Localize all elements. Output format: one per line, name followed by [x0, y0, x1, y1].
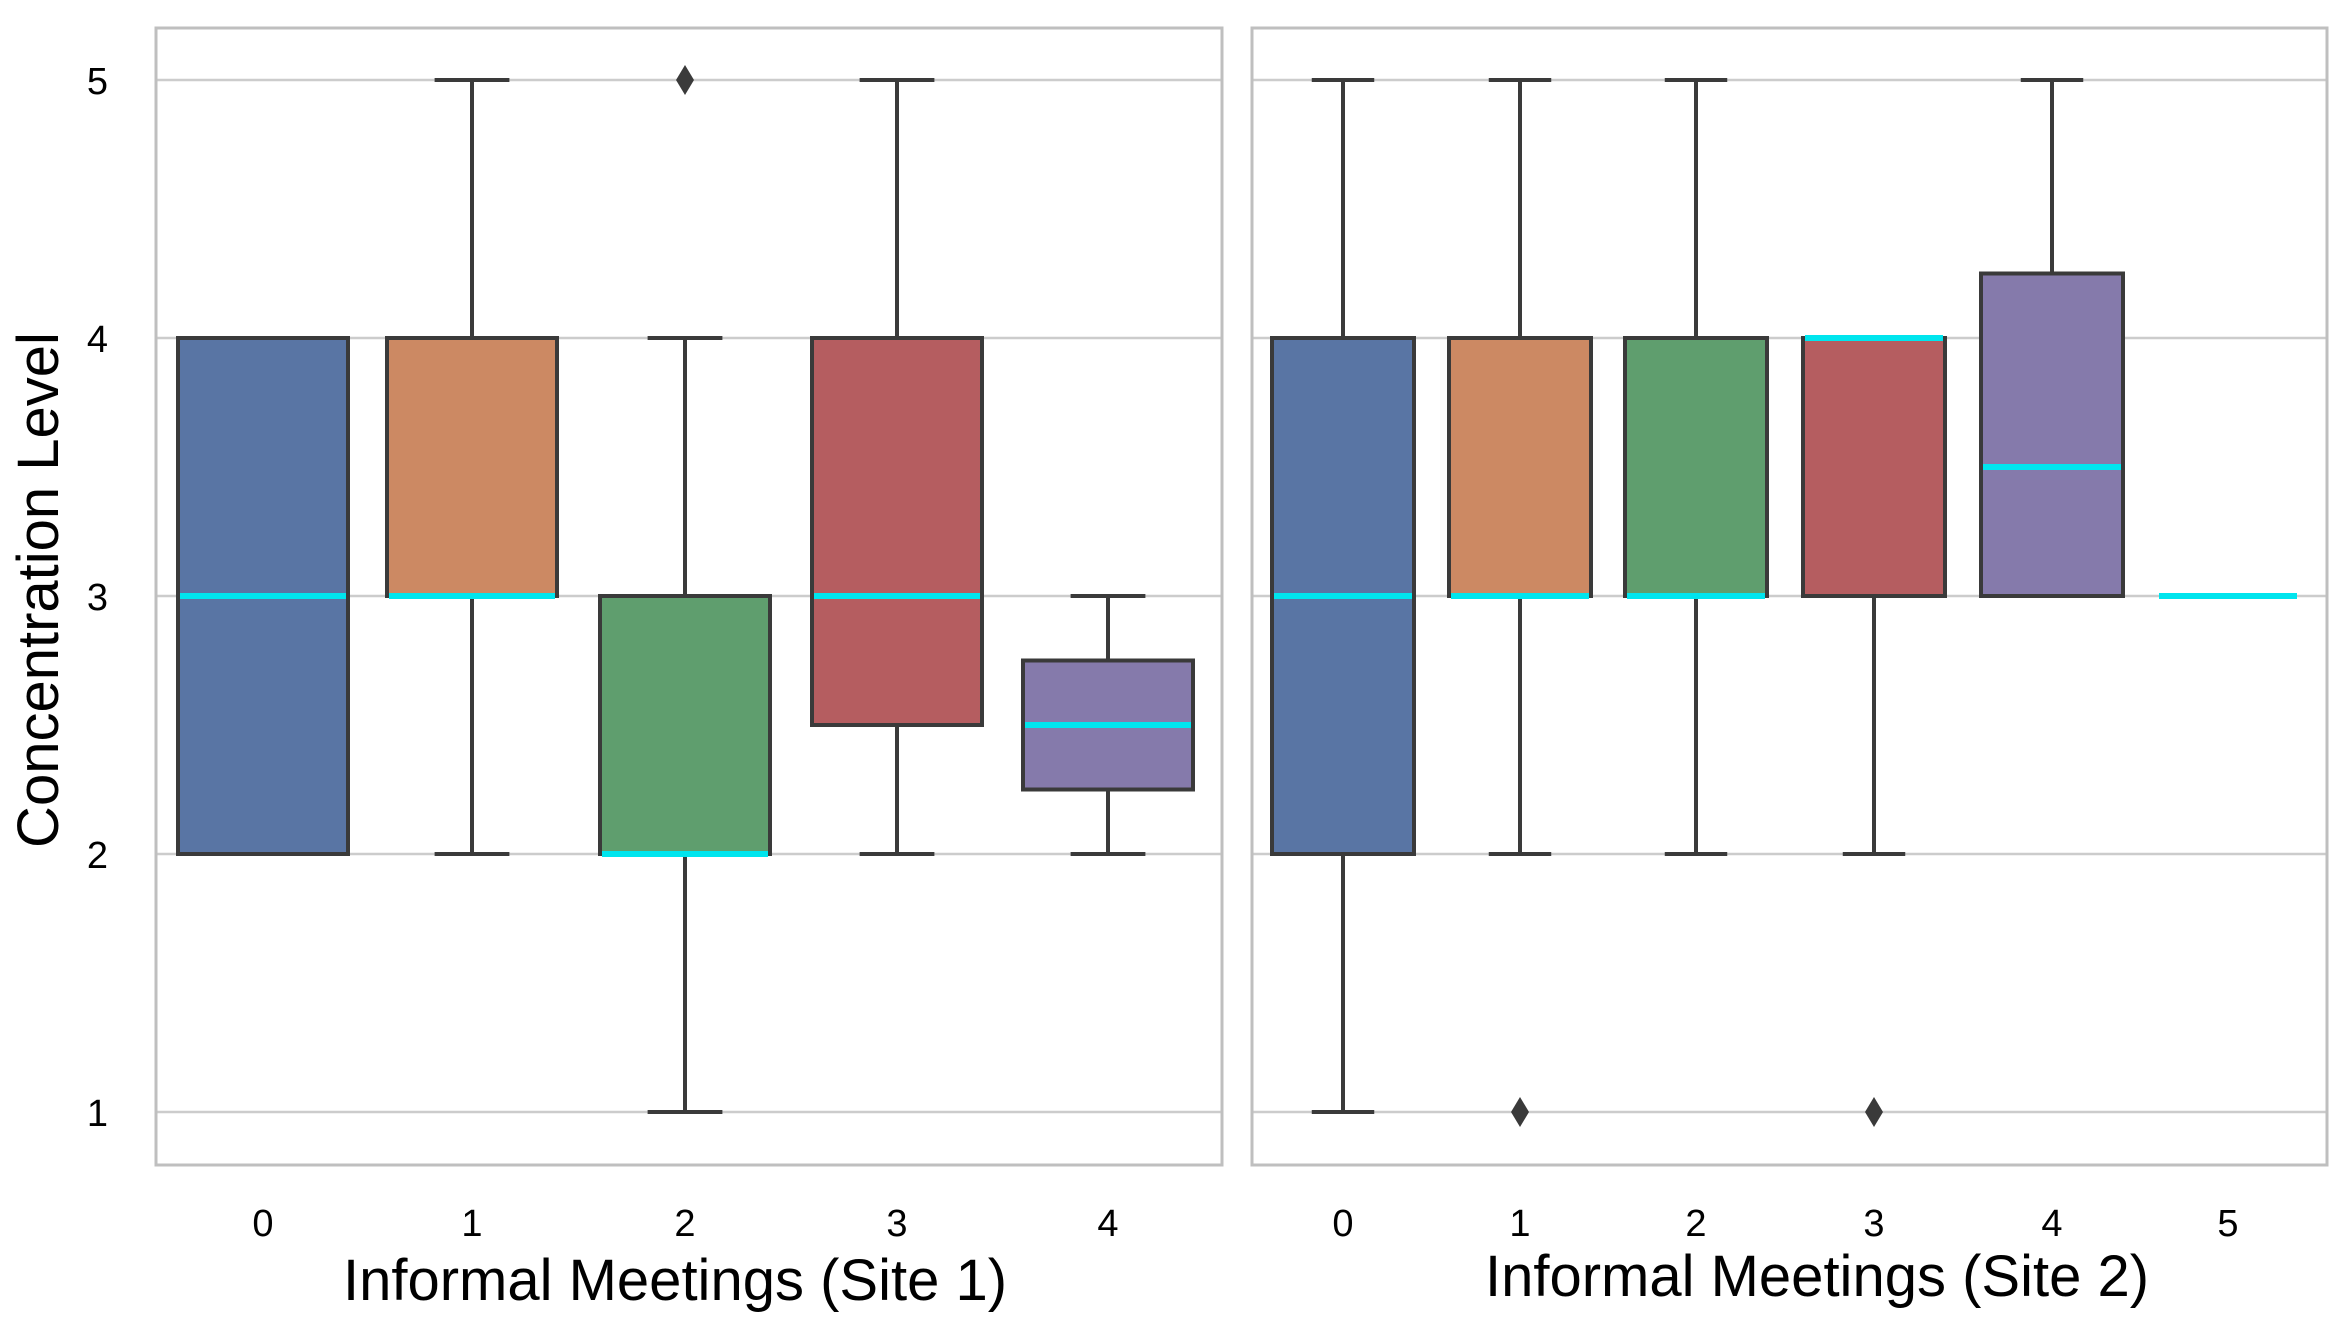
- box-1: [385, 78, 559, 856]
- chart-panel-site-1: 1 2 3 4 5 0 1 2 3 4: [87, 26, 1224, 1245]
- box-3: [810, 78, 984, 856]
- box-0: [176, 336, 350, 856]
- y-tick-label: 1: [87, 1093, 108, 1135]
- outlier-point: [1511, 1097, 1529, 1127]
- x-tick-label: 2: [674, 1203, 695, 1245]
- box-1: [1447, 78, 1593, 1127]
- y-tick-label: 5: [87, 61, 108, 103]
- box-body: [1801, 336, 1947, 598]
- x-tick-label: 0: [1332, 1203, 1353, 1245]
- box-body: [810, 336, 984, 727]
- x-tick-label: 1: [461, 1203, 482, 1245]
- x-axis-label-site-2: Informal Meetings (Site 2): [1485, 1244, 2149, 1309]
- plot-frame: [1250, 26, 2329, 1167]
- y-tick-label: 4: [87, 319, 108, 361]
- y-tick-label: 2: [87, 835, 108, 877]
- chart-panel-site-2: 0 1 2 3 4 5: [1250, 26, 2329, 1245]
- y-axis-label: Concentration Level: [6, 332, 71, 848]
- box-4: [1021, 594, 1195, 856]
- box-2: [598, 65, 772, 1114]
- x-tick-label: 0: [252, 1203, 273, 1245]
- x-tick-label: 5: [2217, 1203, 2238, 1245]
- plot-frame: [154, 26, 1224, 1167]
- box-body: [598, 594, 772, 856]
- box-body: [385, 336, 559, 598]
- x-tick-label: 1: [1509, 1203, 1530, 1245]
- x-tick-label: 3: [886, 1203, 907, 1245]
- box-4: [1979, 78, 2125, 598]
- box-body: [1447, 336, 1593, 598]
- x-tick-label: 4: [2041, 1203, 2062, 1245]
- x-tick-label: 3: [1863, 1203, 1884, 1245]
- x-axis-label-site-1: Informal Meetings (Site 1): [343, 1248, 1007, 1313]
- box-0: [1270, 78, 1416, 1114]
- x-tick-label: 4: [1097, 1203, 1118, 1245]
- box-body: [1979, 271, 2125, 598]
- y-tick-label: 3: [87, 577, 108, 619]
- x-tick-label: 2: [1685, 1203, 1706, 1245]
- box-body: [1623, 336, 1769, 598]
- outlier-point: [1865, 1097, 1883, 1127]
- outlier-point: [676, 65, 694, 95]
- box-2: [1623, 78, 1769, 856]
- box-3: [1801, 335, 1947, 1127]
